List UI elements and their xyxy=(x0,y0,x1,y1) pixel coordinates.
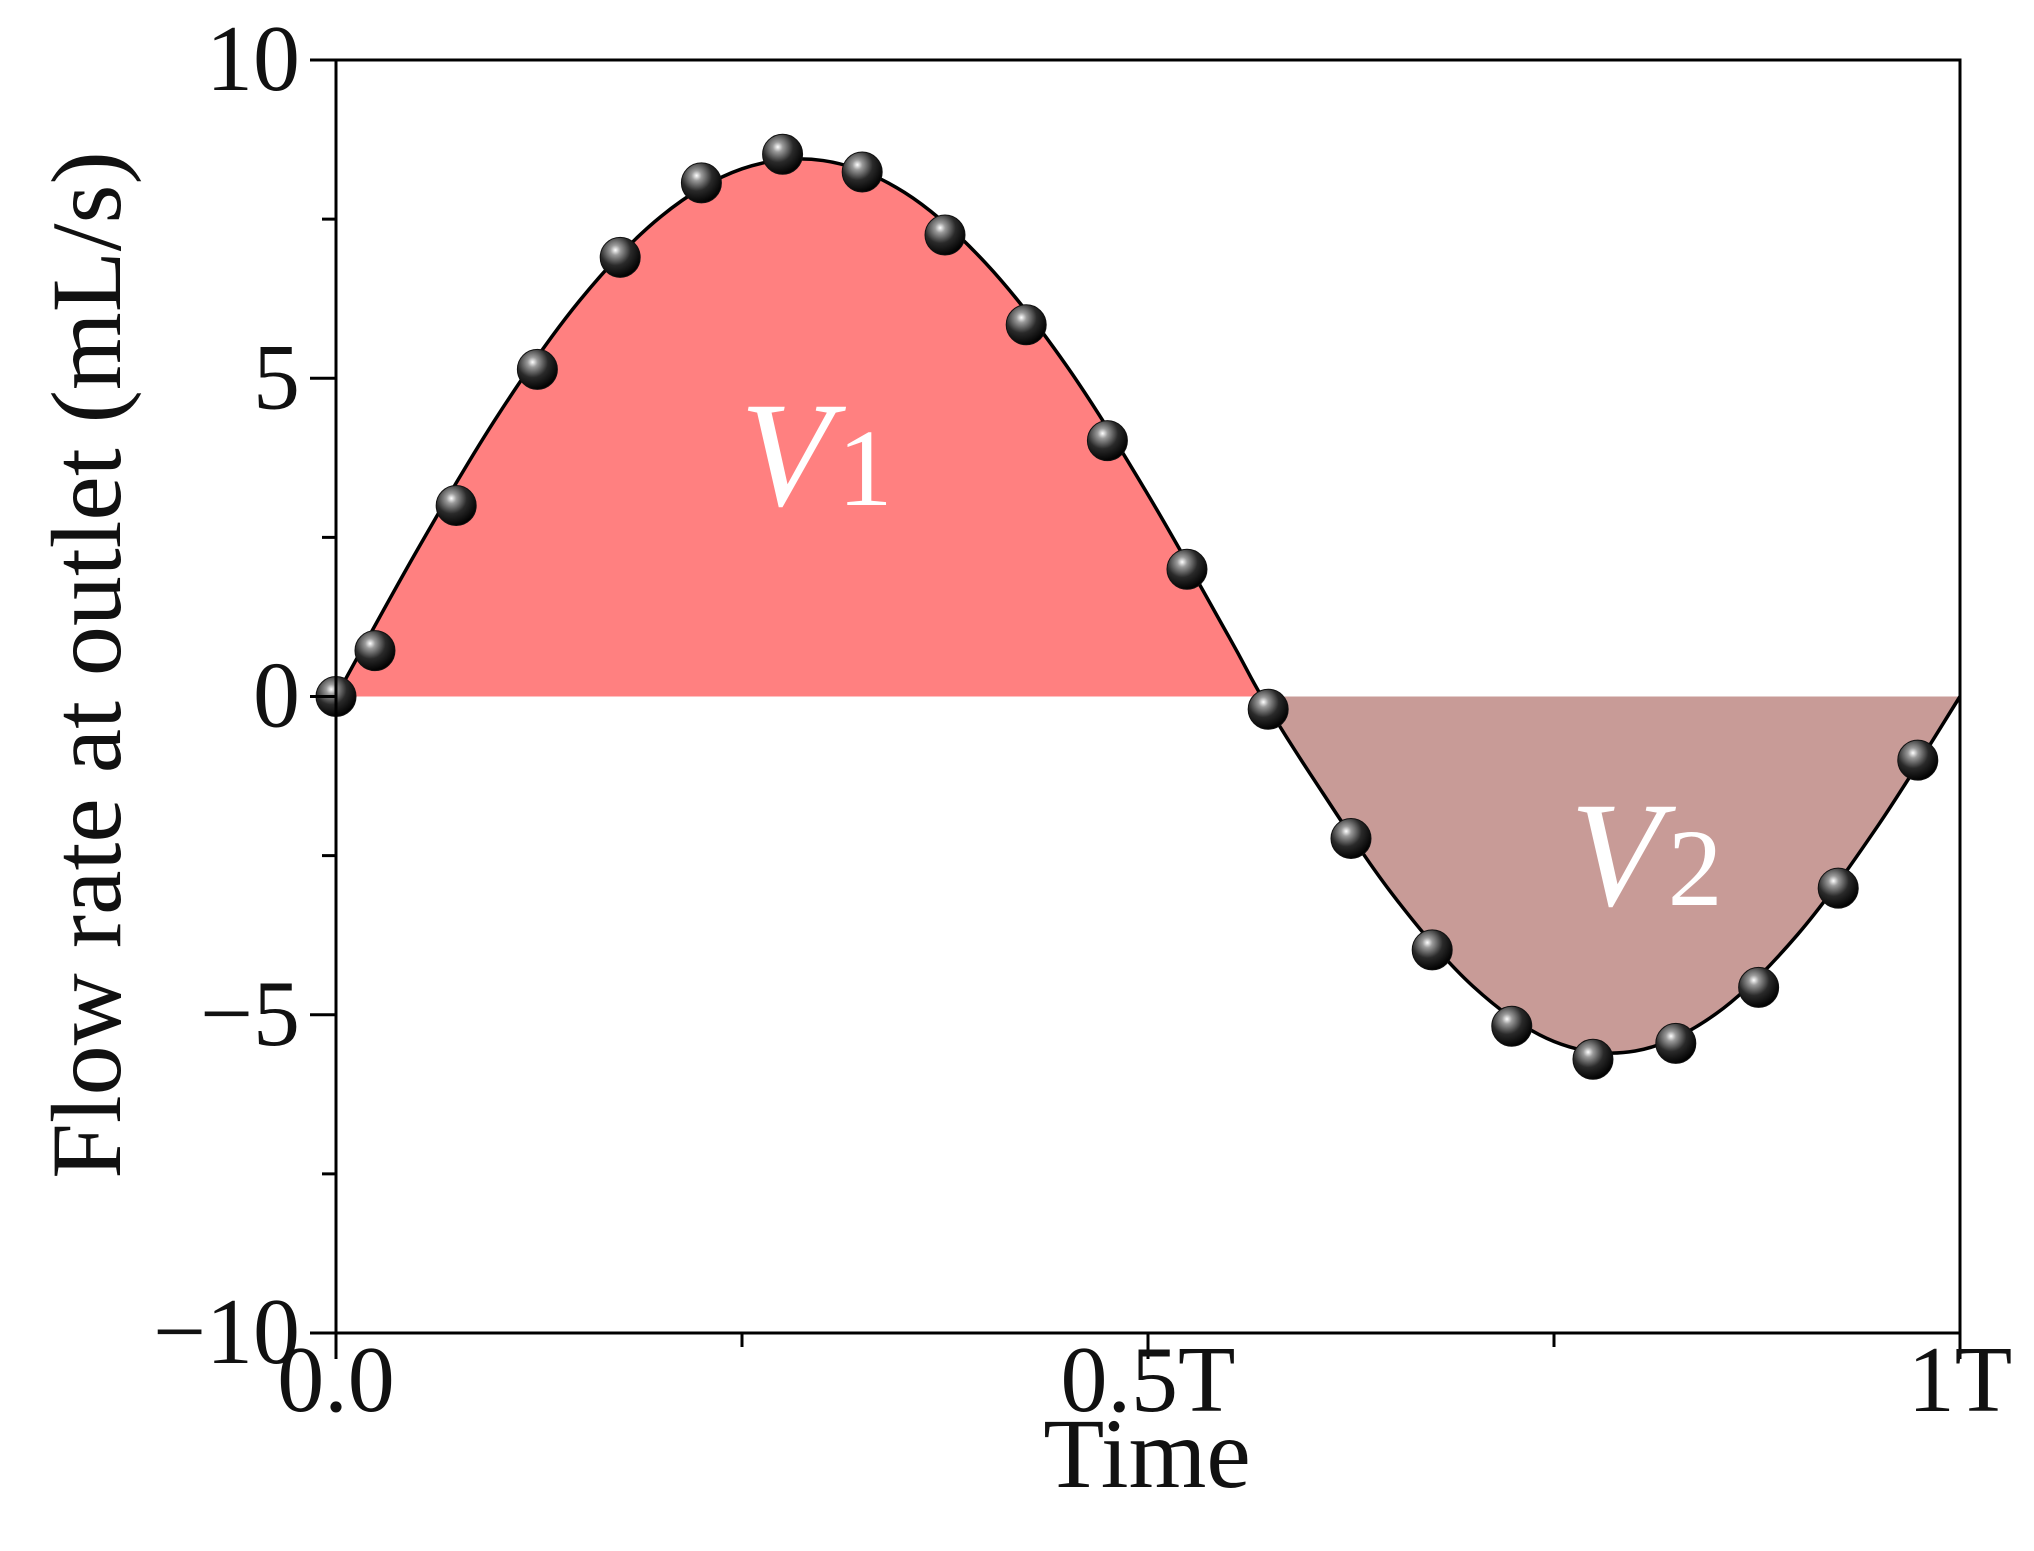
data-point xyxy=(1738,966,1780,1008)
y-tick-label: 5 xyxy=(253,325,300,429)
data-point xyxy=(1655,1022,1697,1064)
y-axis-label: Flow rate at outlet (mL/s) xyxy=(31,151,142,1179)
area-fill xyxy=(1261,696,1960,1054)
data-point xyxy=(924,214,966,256)
x-tick-label: 0.0 xyxy=(277,1328,395,1432)
data-point xyxy=(1817,867,1859,909)
y-tick-label: 0 xyxy=(253,644,300,748)
data-point xyxy=(1897,739,1939,781)
data-point xyxy=(680,162,722,204)
y-tick-label: −10 xyxy=(153,1280,300,1384)
area-fill xyxy=(336,158,1262,697)
data-point xyxy=(1572,1038,1614,1080)
x-tick-label: 1T xyxy=(1908,1328,2012,1432)
annotation-subscript: 1 xyxy=(838,407,893,529)
annotation-text: V xyxy=(1570,772,1677,938)
x-tick-label: 0.5T xyxy=(1061,1328,1236,1432)
annotation: V1 xyxy=(740,372,893,538)
data-point xyxy=(516,348,558,390)
annotation: V2 xyxy=(1570,772,1723,938)
data-point xyxy=(1491,1005,1533,1047)
data-point xyxy=(435,485,477,527)
x-axis-label: Time xyxy=(1043,1398,1251,1509)
data-point xyxy=(1411,929,1453,971)
data-point xyxy=(1330,817,1372,859)
data-point xyxy=(1005,304,1047,346)
data-point xyxy=(354,630,396,672)
y-tick-label: 10 xyxy=(206,7,300,111)
data-point xyxy=(1086,420,1128,462)
data-point xyxy=(1247,688,1289,730)
data-point xyxy=(599,236,641,278)
y-tick-label: −5 xyxy=(200,962,300,1066)
data-point xyxy=(841,151,883,193)
annotation-subscript: 2 xyxy=(1668,807,1723,929)
data-point xyxy=(1166,548,1208,590)
data-point xyxy=(762,133,804,175)
annotation-text: V xyxy=(740,372,847,538)
